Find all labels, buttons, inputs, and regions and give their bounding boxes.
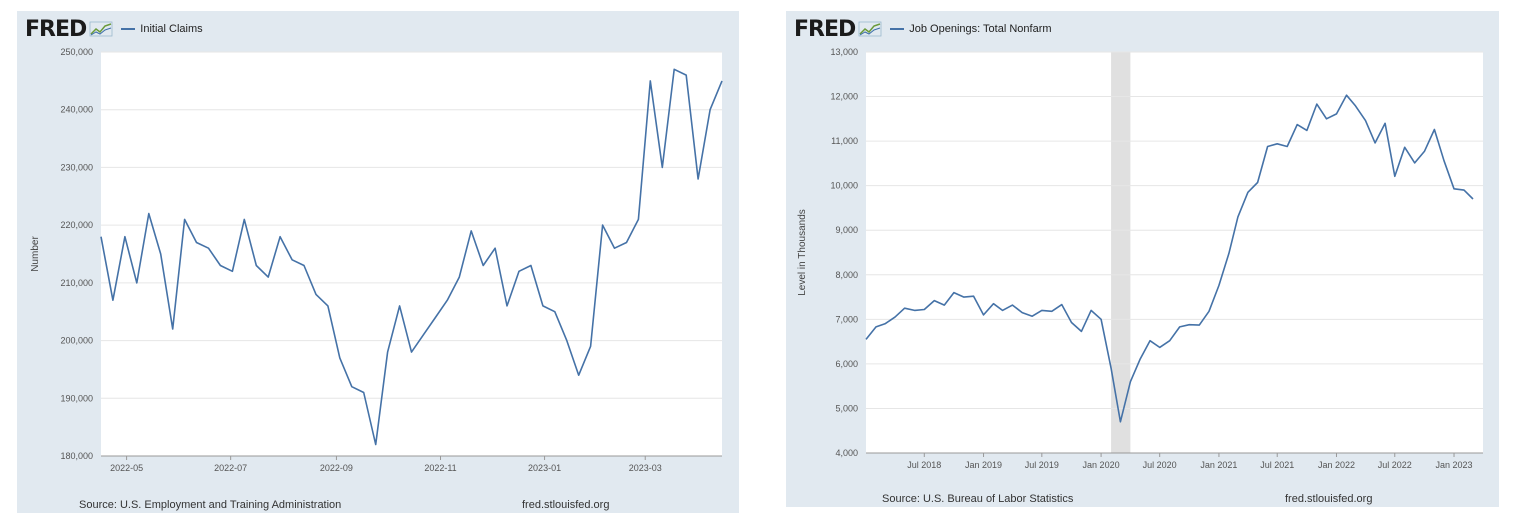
- y-tick-label: 5,000: [835, 403, 858, 413]
- recession-shading: [1111, 52, 1131, 453]
- fred-spark-icon: [89, 21, 113, 37]
- fred-spark-icon: [858, 21, 882, 37]
- fred-logo: FRED: [794, 16, 856, 42]
- y-tick-label: 250,000: [60, 47, 93, 57]
- y-tick-label: 12,000: [830, 92, 858, 102]
- y-tick-label: 8,000: [835, 270, 858, 280]
- series-line: [100, 68, 723, 446]
- chart-panel-job-openings: FRED Job Openings: Total Nonfarm 4,000 5,…: [786, 11, 1499, 507]
- y-axis-label: Number: [30, 236, 41, 272]
- y-tick-label: 230,000: [60, 162, 93, 172]
- plot-area: [101, 52, 722, 456]
- legend-line-swatch: [890, 28, 905, 30]
- source-note: Source: U.S. Bureau of Labor Statistics: [882, 493, 1074, 505]
- x-tick-label: 2022-05: [110, 463, 143, 473]
- source-url[interactable]: fred.stlouisfed.org: [1285, 493, 1373, 505]
- x-tick-label: 2022-07: [214, 463, 247, 473]
- y-tick-label: 6,000: [835, 359, 858, 369]
- source-url[interactable]: fred.stlouisfed.org: [522, 499, 610, 511]
- x-tick-label: 2023-03: [629, 463, 662, 473]
- chart-header: FRED Job Openings: Total Nonfarm: [794, 16, 1052, 42]
- y-tick-label: 210,000: [60, 278, 93, 288]
- y-tick-label: 9,000: [835, 225, 858, 235]
- initial-claims-chart: 180,000 190,000 200,000 210,000 220,000 230,0…: [30, 47, 723, 473]
- x-tick-label: 2023-01: [528, 463, 561, 473]
- y-tick-label: 10,000: [830, 181, 858, 191]
- y-tick-label: 7,000: [835, 314, 858, 324]
- chart-header: FRED Initial Claims: [25, 16, 203, 42]
- x-tick-label: 2022-09: [320, 463, 353, 473]
- x-tick-label: Jul 2021: [1260, 460, 1294, 470]
- x-tick-label: Jul 2020: [1143, 460, 1177, 470]
- x-tick-label: Jan 2023: [1435, 460, 1472, 470]
- x-tick-label: Jan 2019: [965, 460, 1002, 470]
- y-tick-label: 4,000: [835, 448, 858, 458]
- x-tick-label: Jul 2019: [1025, 460, 1059, 470]
- x-tick-label: Jul 2018: [907, 460, 941, 470]
- y-tick-label: 190,000: [60, 393, 93, 403]
- chart-panel-initial-claims: FRED Initial Claims 180,000 190,000 200,00…: [17, 11, 739, 513]
- y-tick-label: 180,000: [60, 451, 93, 461]
- fred-logo: FRED: [25, 16, 87, 42]
- series-line: [865, 94, 1474, 423]
- x-tick-label: 2022-11: [424, 463, 456, 473]
- legend-label: Job Openings: Total Nonfarm: [909, 23, 1052, 35]
- x-tick-label: Jul 2022: [1378, 460, 1412, 470]
- legend-line-swatch: [121, 28, 136, 30]
- plot-area: [866, 52, 1483, 453]
- legend-label: Initial Claims: [140, 23, 203, 35]
- y-tick-label: 13,000: [830, 47, 858, 57]
- x-tick-label: Jan 2021: [1200, 460, 1237, 470]
- y-tick-label: 240,000: [60, 105, 93, 115]
- y-axis-label: Level in Thousands: [797, 209, 808, 296]
- job-openings-chart: 4,000 5,000 6,000 7,000 8,000 9,000 10,000 11,0…: [797, 47, 1483, 470]
- source-note: Source: U.S. Employment and Training Adm…: [79, 499, 342, 511]
- y-tick-label: 11,000: [831, 136, 858, 146]
- y-tick-label: 220,000: [60, 220, 93, 230]
- x-tick-label: Jan 2022: [1318, 460, 1355, 470]
- x-tick-label: Jan 2020: [1083, 460, 1120, 470]
- y-tick-label: 200,000: [60, 336, 93, 346]
